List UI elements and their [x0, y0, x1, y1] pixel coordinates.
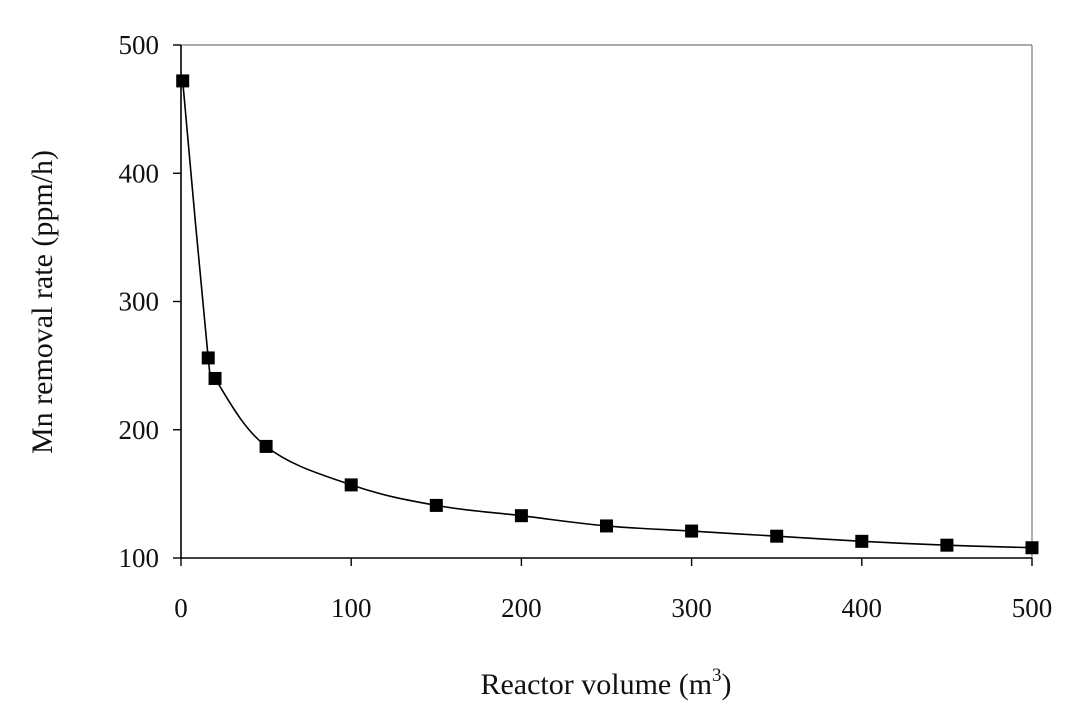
data-point: [770, 529, 784, 543]
x-axis-title-main: Reactor volume (m: [480, 668, 712, 701]
x-tick-label: 500: [1012, 593, 1053, 623]
x-axis-title: Reactor volume (m3): [480, 665, 731, 701]
data-point: [429, 498, 443, 512]
data-point: [940, 538, 954, 552]
axis-ticks: [173, 44, 1033, 566]
data-point: [855, 534, 869, 548]
x-tick-label: 0: [174, 593, 188, 623]
data-point: [201, 351, 215, 365]
x-tick-label: 100: [331, 593, 372, 623]
x-tick-label: 300: [671, 593, 712, 623]
x-tick-label: 200: [501, 593, 542, 623]
data-markers: [176, 74, 1039, 555]
data-point: [1025, 541, 1039, 555]
y-tick-label: 400: [119, 158, 160, 188]
data-point: [344, 478, 358, 492]
tick-labels: 100 200 300 400 500 0 100 200 300 400 500: [119, 30, 1053, 623]
x-tick-label: 400: [842, 593, 883, 623]
y-tick-label: 100: [119, 543, 160, 573]
data-point: [600, 519, 613, 533]
y-tick-label: 200: [119, 415, 160, 445]
data-point: [208, 371, 222, 385]
series-curve: [181, 80, 1033, 549]
x-axis-title-superscript: 3: [712, 665, 722, 686]
data-point: [514, 509, 528, 523]
y-tick-label: 300: [119, 287, 160, 317]
data-point: [176, 74, 190, 88]
x-axis-title-close: ): [722, 668, 732, 701]
data-point: [685, 524, 699, 538]
y-tick-label: 500: [119, 30, 160, 60]
plot-frame: [180, 44, 1033, 559]
data-point: [259, 439, 273, 453]
y-axis-title: Mn removal rate (ppm/h): [26, 150, 59, 454]
